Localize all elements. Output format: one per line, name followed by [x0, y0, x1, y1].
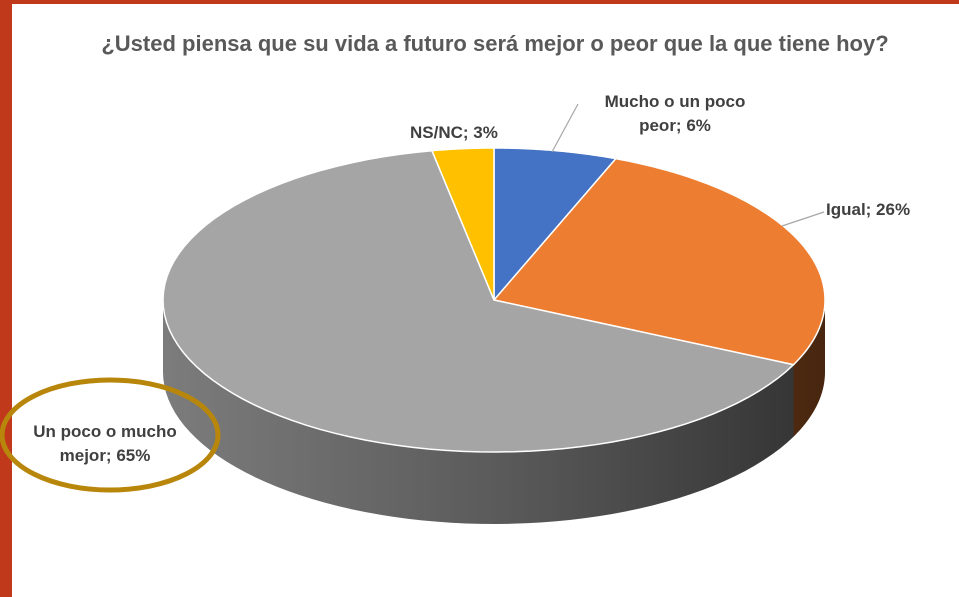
- data-label: Mucho o un poco peor; 6%: [604, 92, 746, 135]
- pie-slice: [430, 147, 495, 301]
- pie-slice: [493, 147, 618, 303]
- data-label: Igual; 26%: [826, 200, 911, 219]
- frame: [0, 0, 959, 4]
- highlight-circle: [0, 377, 221, 493]
- leader-line: [551, 103, 579, 153]
- pie-slice: [492, 157, 826, 366]
- pie-side: [163, 300, 794, 524]
- chart-title: ¿Usted piensa que su vida a futuro será …: [101, 31, 889, 56]
- leader-line: [781, 211, 825, 227]
- pie-slice: [162, 149, 796, 453]
- data-label: Un poco o mucho mejor; 65%: [33, 422, 177, 465]
- data-label: NS/NC; 3%: [410, 123, 498, 142]
